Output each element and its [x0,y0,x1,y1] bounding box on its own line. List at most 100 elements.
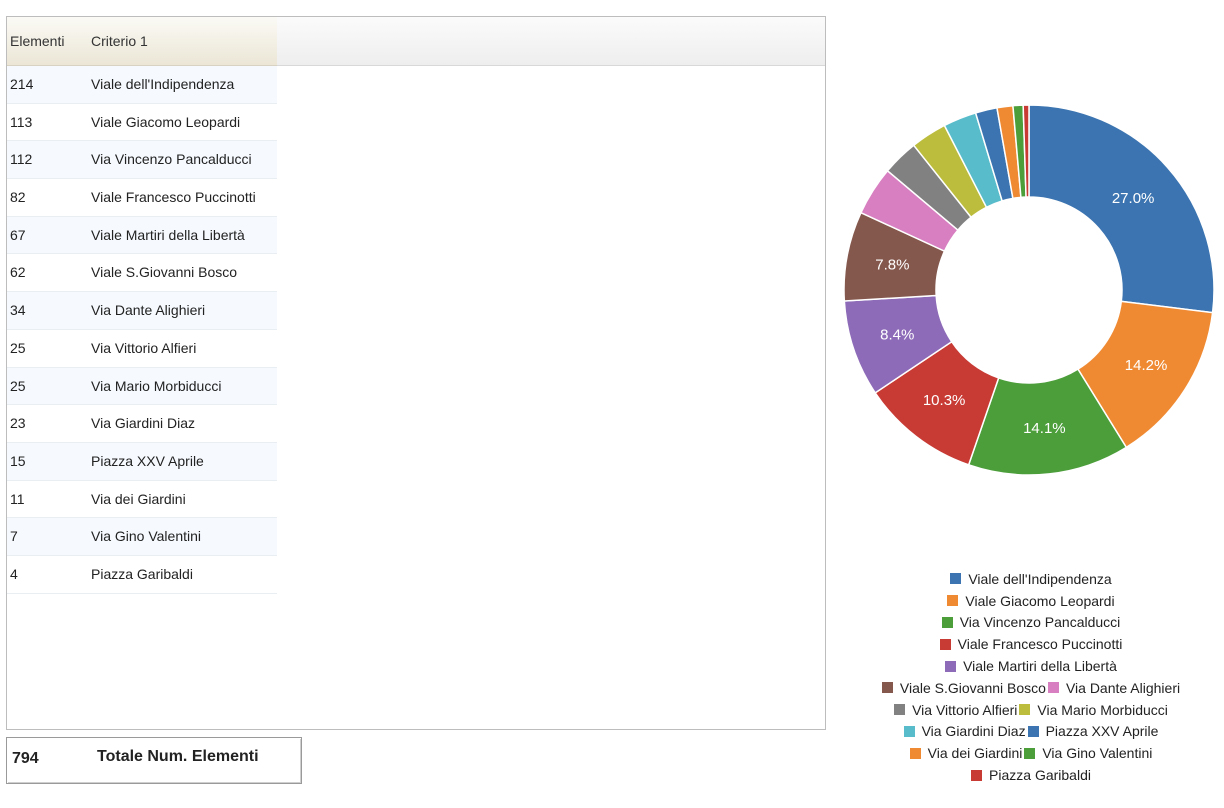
table-row[interactable]: 82 Viale Francesco Puccinotti [7,179,277,217]
slice-data-label: 10.3% [923,392,966,409]
donut-chart: 27.0% 14.2% 14.1% 10.3% 8.4% 7.8% [843,104,1215,476]
cell-elementi: 23 [10,415,26,432]
legend-label: Via Vittorio Alfieri [912,701,1018,718]
legend-item[interactable]: Piazza XXV Aprile [1027,723,1159,740]
legend-item[interactable]: Via Vincenzo Pancalducci [941,614,1121,631]
chart-legend: Viale dell'Indipendenza Viale Giacomo Leo… [846,568,1216,786]
legend-item[interactable]: Via Dante Alighieri [1047,679,1181,696]
slice-data-label: 7.8% [875,256,909,273]
legend-item[interactable]: Via Mario Morbiducci [1019,701,1168,718]
table-row[interactable]: 34 Via Dante Alighieri [7,292,277,330]
legend-swatch [1019,704,1031,716]
legend-item[interactable]: Via Gino Valentini [1024,745,1152,761]
cell-criterio: Via Vincenzo Pancalducci [91,151,252,168]
cell-criterio: Viale Giacomo Leopardi [91,113,241,130]
table-row[interactable]: 23 Via Giardini Diaz [7,405,277,443]
total-value: 794 [12,750,39,767]
cell-elementi: 62 [10,264,26,281]
pie-slice[interactable] [1022,104,1030,198]
cell-elementi: 113 [10,113,33,130]
cell-criterio: Viale dell'Indipendenza [91,76,235,92]
legend-swatch [941,616,953,628]
legend-row: Viale S.Giovanni Bosco Via Dante Alighier… [846,677,1216,699]
legend-row: Via dei Giardini Via Gino Valentini [846,742,1216,764]
cell-elementi: 34 [10,302,26,319]
legend-swatch [939,638,951,650]
legend-swatch [903,725,915,737]
legend-swatch [894,704,906,716]
legend-item[interactable]: Viale dell'Indipendenza [950,570,1112,587]
cell-criterio: Via Giardini Diaz [91,415,196,432]
legend-row: Via Vittorio Alfieri Via Mario Morbiducci [846,699,1216,721]
cell-elementi: 112 [10,151,33,168]
legend-label: Via Vincenzo Pancalducci [959,614,1121,631]
legend-label: Via Giardini Diaz [921,723,1026,740]
cell-criterio: Piazza Garibaldi [91,565,193,582]
legend-swatch [881,682,893,694]
legend-label: Viale Francesco Puccinotti [957,636,1123,653]
table-row[interactable]: 67 Viale Martiri della Libertà [7,216,277,255]
legend-label: Viale S.Giovanni Bosco [899,679,1046,696]
legend-label: Via dei Giardini [927,745,1023,762]
legend-swatch [1027,725,1039,737]
legend-row: Via Giardini Diaz Piazza XXV Aprile [846,721,1216,743]
legend-row: Piazza Garibaldi [846,764,1216,786]
legend-label: Viale dell'Indipendenza [968,570,1112,587]
column-header-criterio[interactable]: Criterio 1 [91,33,148,49]
column-header-elementi[interactable]: Elementi [10,33,65,49]
legend-swatch [945,660,957,672]
legend-label: Piazza XXV Aprile [1045,723,1159,740]
cell-elementi: 11 [10,490,25,507]
slice-data-label: 8.4% [880,326,914,343]
legend-label: Viale Martiri della Libertà [963,658,1117,675]
legend-item[interactable]: Viale S.Giovanni Bosco [881,679,1046,696]
table-row[interactable]: 62 Viale S.Giovanni Bosco [7,254,277,293]
legend-item[interactable]: Piazza Garibaldi [971,767,1091,783]
cell-criterio: Via dei Giardini [91,490,186,507]
cell-criterio: Viale S.Giovanni Bosco [91,264,238,281]
table-row[interactable]: 113 Viale Giacomo Leopardi [7,104,277,142]
table-row[interactable]: 15 Piazza XXV Aprile [7,442,277,481]
total-box: 794 Totale Num. Elementi [6,737,302,784]
table-row[interactable]: 112 Via Vincenzo Pancalducci [7,141,277,180]
legend-swatch [947,595,959,607]
grid-header: Elementi Criterio 1 [7,17,277,66]
cell-criterio: Piazza XXV Aprile [91,452,204,469]
slice-data-label: 14.2% [1125,357,1168,374]
legend-swatch [909,747,921,759]
legend-item[interactable]: Viale Francesco Puccinotti [939,636,1123,653]
slice-data-label: 14.1% [1023,420,1066,437]
cell-elementi: 7 [10,528,18,545]
legend-item[interactable]: Via Vittorio Alfieri [894,702,1017,718]
cell-criterio: Via Vittorio Alfieri [91,339,197,356]
legend-row: Viale dell'Indipendenza [846,568,1216,590]
table-row[interactable]: 11 Via dei Giardini [7,481,277,519]
table-row[interactable]: 7 Via Gino Valentini [7,518,277,556]
grid-body: 214 Viale dell'Indipendenza 113 Viale Giaco… [7,66,277,594]
table-row[interactable]: 214 Viale dell'Indipendenza [7,66,277,104]
legend-label: Via Dante Alighieri [1065,679,1181,696]
legend-item[interactable]: Via Giardini Diaz [903,723,1026,740]
cell-elementi: 67 [10,226,26,243]
pie-slice[interactable] [1028,104,1215,314]
total-label: Totale Num. Elementi [97,748,259,765]
cell-elementi: 214 [10,76,34,92]
legend-label: Piazza Garibaldi [989,767,1091,784]
legend-swatch [950,573,962,585]
table-row[interactable]: 25 Via Mario Morbiducci [7,367,277,406]
cell-criterio: Viale Francesco Puccinotti [91,189,256,206]
cell-criterio: Via Gino Valentini [91,528,201,545]
legend-label: Via Mario Morbiducci [1037,701,1168,718]
legend-item[interactable]: Via dei Giardini [909,745,1023,762]
legend-row: Viale Martiri della Libertà [846,655,1216,677]
legend-item[interactable]: Viale Giacomo Leopardi [947,593,1115,609]
cell-criterio: Via Dante Alighieri [91,302,206,319]
cell-criterio: Viale Martiri della Libertà [91,226,245,243]
legend-item[interactable]: Viale Martiri della Libertà [945,658,1117,674]
table-row[interactable]: 4 Piazza Garibaldi [7,556,277,594]
cell-elementi: 82 [10,189,26,206]
cell-elementi: 25 [10,377,26,394]
grid-header-filler [277,17,825,66]
table-row[interactable]: 25 Via Vittorio Alfieri [7,330,277,368]
legend-label: Via Gino Valentini [1042,745,1153,762]
